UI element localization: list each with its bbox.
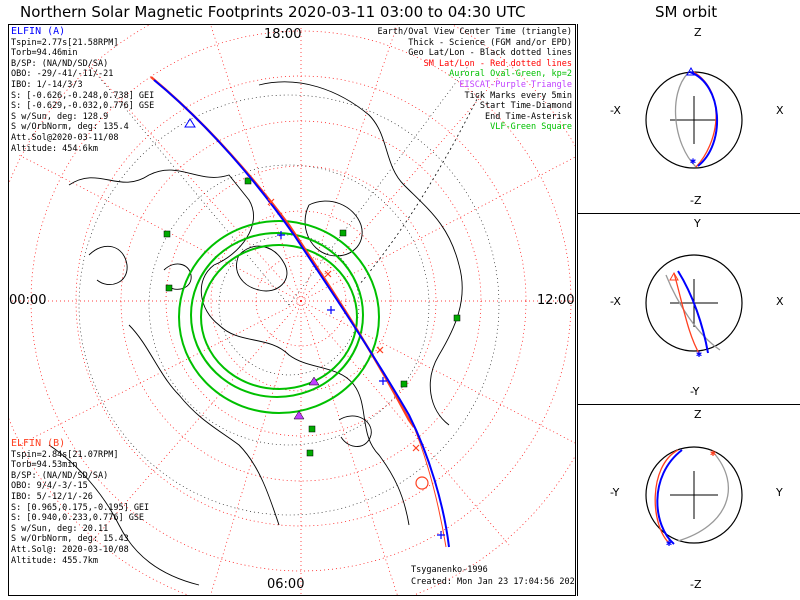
sm-orbit-title: SM orbit [655, 3, 718, 21]
vlf-square-8 [165, 284, 173, 292]
oval-view-line [358, 94, 480, 286]
svg-text:✱: ✱ [666, 538, 672, 549]
elfin-b-line: Altitude: 455.7km [11, 555, 98, 566]
vlf-square-7 [306, 449, 314, 457]
eiscat-triangle-2 [293, 410, 305, 420]
elfin-b-line: B/SP: (NA/ND/SD/SA) [11, 470, 109, 481]
orbit-xz-svg: ✱ [645, 66, 743, 169]
vlf-square-4 [453, 314, 461, 322]
sm-grid [9, 25, 575, 595]
elfin-a-line: S: [-0.626,-0.248,0.738] GEI [11, 90, 155, 101]
orbit-yz-right: Y [776, 486, 783, 499]
elfin-b-track [150, 76, 447, 548]
orbit-xy-bottom: -Y [690, 385, 700, 398]
legend-item: Geo Lat/Lon - Black dotted lines [408, 48, 572, 59]
legend-item: EISCAT-Purple Triangle [459, 79, 572, 90]
sm-orbit-column: ✱ Z -Z -X X ✱ Y -Y -X X ✱ [577, 24, 800, 596]
legend-item: VLF-Green Square [490, 122, 572, 133]
legend-item: Start Time-Diamond [479, 101, 572, 112]
elfin-b-line: S w/OrbNorm, deg: 15.43 [11, 534, 129, 545]
elfin-a-line: S w/Sun, deg: 128.9 [11, 111, 109, 122]
elfin-a-line: IBO: 1/-14/3/3 [11, 79, 83, 90]
eiscat-markers [293, 376, 320, 420]
track-ticks [267, 198, 445, 539]
legend-item: End Time-Asterisk [485, 111, 572, 122]
elfin-b-line: S: [0.940,0.233,0.776] GSE [11, 513, 145, 524]
vlf-square-2 [163, 230, 171, 238]
orbit-yz-left: -Y [610, 486, 620, 499]
vlf-square-5 [400, 380, 408, 388]
map-svg [9, 25, 575, 595]
page-title: Northern Solar Magnetic Footprints 2020-… [20, 3, 526, 21]
elfin-a-line: Tspin=2.77s[21.58RPM] [11, 37, 119, 48]
svg-text:✱: ✱ [690, 156, 696, 167]
elfin-b-line: IBO: 5/-12/1/-26 [11, 491, 93, 502]
orbit-yz-svg: ✱ ✱ [645, 446, 743, 549]
orbit-xy-svg: ✱ [645, 254, 743, 360]
auroral-oval [178, 220, 380, 414]
legend-item: Thick - Science (FGM and/or EPD) [408, 37, 572, 48]
geo-grid [78, 64, 500, 516]
legend-item: Tick Marks every 5min [464, 90, 572, 101]
vlf-square-3 [339, 229, 347, 237]
clock-label-right: 12:00 [537, 293, 575, 308]
orbit-yz-top: Z [694, 408, 702, 421]
elfin-a-view-triangle [184, 118, 196, 128]
footprint-map: 18:00 00:00 12:00 06:00 ELFIN (A) Tspin=… [8, 24, 576, 596]
elfin-b-line: S: [0.965,0.175,-0.195] GEI [11, 502, 150, 513]
model-credit: Tsyganenko-1996 [411, 565, 488, 575]
elfin-b-line: S w/Sun, deg: 20.11 [11, 523, 109, 534]
clock-label-bottom: 06:00 [267, 577, 305, 592]
orbit-yz-bottom: -Z [690, 578, 702, 591]
orbit-panel-xz: ✱ Z -Z -X X [578, 24, 800, 214]
eiscat-triangle-1 [308, 376, 320, 386]
orbit-xz-top: Z [694, 26, 702, 39]
legend-item: Auroral Oval-Green, kp=2 [449, 69, 572, 80]
legend: Earth/Oval View Center Time (triangle) Th… [378, 27, 572, 133]
elfin-a-header: ELFIN (A) [11, 26, 66, 37]
orbit-xy-top: Y [694, 217, 701, 230]
elfin-a-line: Altitude: 454.6km [11, 143, 98, 154]
elfin-a-line: Att.Sol@2020-03-11/08 [11, 132, 119, 143]
elfin-a-line: OBO: -29/-41/-11/-21 [11, 69, 114, 80]
orbit-xz-bottom: -Z [690, 194, 702, 207]
svg-text:✱: ✱ [710, 448, 716, 459]
elfin-a-line: S w/OrbNorm, deg: 135.4 [11, 122, 129, 133]
orbit-xy-left: -X [610, 295, 621, 308]
elfin-b-info: ELFIN (B) Tspin=2.84s[21.07RPM] Torb=94.5… [11, 438, 150, 566]
legend-item: SM Lat/Lon - Red dotted lines [423, 58, 572, 69]
vlf-stations [163, 177, 461, 457]
created-timestamp: Created: Mon Jan 23 17:04:56 2023 [411, 577, 576, 587]
elfin-b-line: OBO: 9/4/-3/-15 [11, 481, 88, 492]
coastlines [48, 81, 463, 586]
elfin-b-header: ELFIN (B) [11, 438, 66, 449]
elfin-a-info: ELFIN (A) Tspin=2.77s[21.58RPM] Torb=94.4… [11, 26, 155, 154]
elfin-a-line: Torb=94.46min [11, 48, 78, 59]
elfin-b-line: Torb=94.53min [11, 460, 78, 471]
legend-item: Earth/Oval View Center Time (triangle) [377, 27, 572, 37]
elfin-b-line: Tspin=2.84s[21.07RPM] [11, 449, 119, 460]
elfin-a-line: B/SP: (NA/ND/SD/SA) [11, 58, 109, 69]
orbit-xy-right: X [776, 295, 784, 308]
elfin-b-line: Att.Sol@: 2020-03-10/08 [11, 544, 129, 555]
clock-label-top: 18:00 [264, 27, 302, 42]
svg-text:✱: ✱ [696, 349, 702, 360]
elfin-b-view-marker [415, 476, 429, 490]
orbit-xz-left: -X [610, 104, 621, 117]
orbit-panel-xy: ✱ Y -Y -X X [578, 215, 800, 405]
clock-label-left: 00:00 [9, 293, 47, 308]
vlf-square-1 [244, 177, 252, 185]
orbit-xz-right: X [776, 104, 784, 117]
vlf-square-6 [308, 425, 316, 433]
orbit-panel-yz: ✱ ✱ Z -Z -Y Y [578, 406, 800, 596]
elfin-a-track [153, 79, 450, 548]
elfin-a-line: S: [-0.629,-0.032,0.776] GSE [11, 101, 155, 112]
